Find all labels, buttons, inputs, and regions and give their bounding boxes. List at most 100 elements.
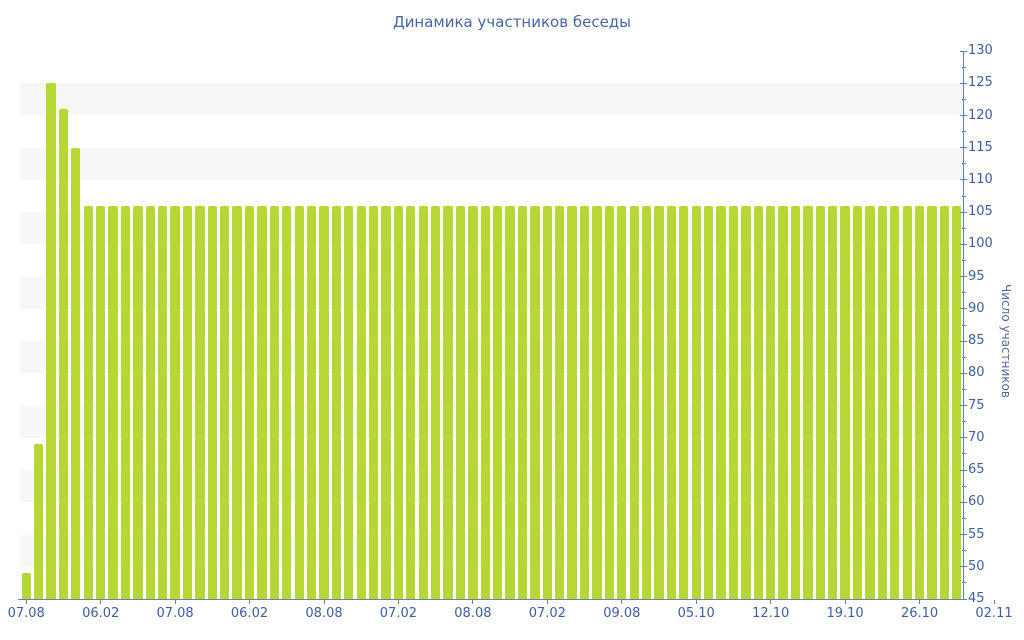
bar (728, 205, 739, 599)
bar (282, 205, 292, 599)
x-tick (621, 600, 623, 604)
bar (58, 109, 69, 599)
y-minor-tick (961, 324, 966, 326)
bar (71, 147, 81, 599)
y-tick (960, 243, 967, 245)
bar (133, 205, 143, 599)
bar (579, 205, 590, 599)
y-minor-tick (961, 98, 966, 100)
y-minor-tick (961, 421, 966, 423)
bar (381, 205, 391, 599)
x-tick (25, 600, 27, 604)
y-axis-title: Число участников (999, 284, 1013, 398)
bar (406, 205, 416, 599)
bar (145, 205, 155, 599)
bar (244, 205, 255, 599)
y-axis-line (962, 51, 964, 600)
x-tick (397, 600, 399, 604)
y-tick-label: 90 (968, 300, 985, 316)
bar (21, 573, 31, 599)
y-tick (960, 340, 967, 342)
bar (505, 205, 515, 599)
y-minor-tick (961, 227, 966, 229)
bar (778, 205, 788, 599)
x-tick-label: 07.02 (379, 606, 417, 621)
y-tick-label: 60 (968, 494, 985, 510)
y-minor-tick (961, 356, 966, 358)
x-tick (546, 600, 548, 604)
x-axis-line (18, 599, 964, 600)
bar (555, 205, 565, 599)
bar (170, 205, 180, 599)
bar (890, 205, 900, 599)
y-minor-tick (961, 485, 966, 487)
x-tick (174, 600, 176, 604)
bar (517, 205, 528, 599)
bar (914, 205, 925, 599)
bar (840, 205, 850, 599)
x-tick (844, 600, 846, 604)
y-tick (960, 50, 967, 52)
bar (455, 205, 466, 599)
bar (158, 205, 168, 599)
bar (95, 205, 106, 599)
y-tick-label: 65 (968, 462, 985, 478)
bar (83, 205, 93, 599)
y-minor-tick (961, 292, 966, 294)
bar (666, 205, 677, 599)
bar (815, 205, 825, 599)
x-tick (993, 600, 995, 604)
bar (542, 205, 552, 599)
bar (232, 205, 242, 599)
bar (617, 205, 627, 599)
chart-title: Динамика участников беседы (392, 13, 632, 31)
x-tick-label: 08.08 (454, 606, 492, 621)
bar (592, 205, 602, 599)
bar (468, 205, 478, 599)
bar (790, 205, 801, 599)
y-tick (960, 82, 967, 84)
bar (46, 83, 56, 599)
bar (567, 205, 577, 599)
bar (927, 205, 937, 599)
bar (629, 205, 639, 599)
y-minor-tick (961, 131, 966, 133)
y-minor-tick (961, 195, 966, 197)
y-tick-label: 130 (968, 43, 993, 58)
x-tick-label: 09.08 (603, 606, 641, 621)
y-minor-tick (961, 260, 966, 261)
y-tick (960, 115, 967, 116)
x-tick-label: 06.02 (82, 606, 120, 621)
x-tick (919, 600, 921, 604)
bar (493, 205, 503, 599)
bar (431, 205, 441, 599)
bar (679, 205, 689, 599)
bar (716, 205, 726, 599)
bar (195, 205, 205, 599)
bar (120, 205, 131, 599)
bar (331, 205, 342, 599)
x-tick (695, 600, 697, 604)
y-tick (960, 147, 967, 149)
bar (294, 205, 304, 599)
y-tick (960, 469, 967, 471)
y-minor-tick (961, 163, 966, 165)
x-tick (472, 600, 474, 604)
y-tick-label: 70 (968, 429, 985, 445)
bar (741, 205, 751, 599)
bar (753, 205, 763, 599)
bar (220, 205, 230, 599)
x-tick-label: 05.10 (677, 606, 715, 621)
x-tick (770, 600, 772, 604)
bar (344, 205, 354, 599)
bar (654, 205, 664, 599)
bar (368, 205, 379, 599)
bar (480, 205, 490, 599)
x-tick-label: 06.02 (230, 606, 269, 621)
bar (530, 205, 540, 599)
bar (393, 205, 404, 599)
y-tick-label: 85 (968, 333, 985, 349)
bar (852, 205, 863, 599)
x-tick-label: 12.10 (752, 606, 790, 621)
